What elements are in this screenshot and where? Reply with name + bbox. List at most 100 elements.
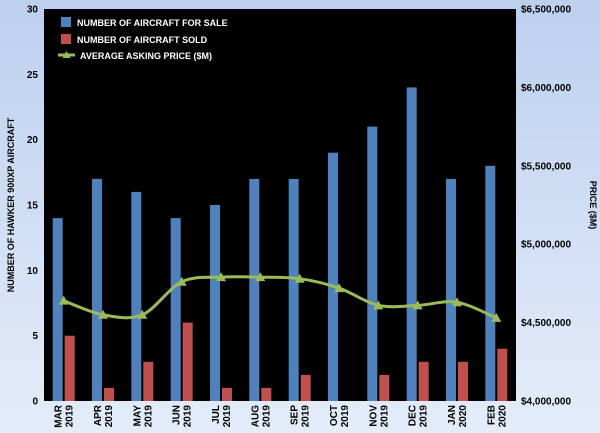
bar-for-sale-apr-2019 xyxy=(92,178,102,401)
bar-sold-feb-2020 xyxy=(497,348,508,401)
bar-sold-may-2019 xyxy=(143,361,154,401)
legend-swatch-for-sale xyxy=(61,17,71,27)
bar-sold-jan-2020 xyxy=(458,361,468,401)
price-marker-nov-2019 xyxy=(373,300,384,310)
left-tick-label: 10 xyxy=(27,266,39,277)
x-tick-month: JAN xyxy=(447,405,458,425)
left-tick-label: 30 xyxy=(27,5,39,16)
legend: NUMBER OF AIRCRAFT FOR SALE NUMBER OF AI… xyxy=(53,12,230,64)
x-tick-month: MAY xyxy=(132,405,143,427)
x-tick-year: 2019 xyxy=(222,405,233,428)
price-marker-jul-2019 xyxy=(216,272,226,282)
right-tick-label: $4,000,000 xyxy=(521,397,571,408)
x-tick-month: MAR xyxy=(54,404,65,428)
legend-label-for-sale: NUMBER OF AIRCRAFT FOR SALE xyxy=(77,18,228,28)
x-tick-month: JUN xyxy=(172,405,183,425)
bar-sold-jun-2019 xyxy=(182,322,193,401)
x-tick-year: 2020 xyxy=(497,405,508,428)
x-tick-mar-2019: MAR 2019 xyxy=(54,404,76,428)
price-marker-feb-2020 xyxy=(491,312,502,322)
x-tick-jun-2019: JUN 2019 xyxy=(172,405,194,428)
x-tick-year: 2019 xyxy=(104,405,115,428)
x-tick-year: 2019 xyxy=(379,405,390,428)
x-tick-month: OCT xyxy=(329,405,340,426)
right-axis-title: PRICE ($M) xyxy=(588,181,598,230)
price-marker-may-2019 xyxy=(137,309,148,319)
x-tick-apr-2019: APR 2019 xyxy=(93,404,115,427)
bar-for-sale-mar-2019 xyxy=(52,218,63,401)
bar-sold-mar-2019 xyxy=(64,335,75,401)
price-marker-jun-2019 xyxy=(176,276,187,286)
legend-marker-price xyxy=(62,51,71,58)
price-marker-jan-2020 xyxy=(452,297,462,307)
bar-for-sale-jan-2020 xyxy=(446,178,456,401)
bar-sold-jul-2019 xyxy=(222,387,232,401)
bar-sold-nov-2019 xyxy=(379,374,390,401)
x-tick-dec-2019: DEC 2019 xyxy=(408,405,430,428)
right-tick-label: $6,500,000 xyxy=(521,5,571,16)
bar-sold-apr-2019 xyxy=(104,387,114,401)
bar-sold-dec-2019 xyxy=(418,361,429,401)
x-axis-ticks: MAR 2019 APR 2019 MAY 2019 JUN 2019 JUL 2019 AUG 20… xyxy=(54,404,509,428)
left-tick-label: 15 xyxy=(27,201,39,212)
x-tick-jul-2019: JUL 2019 xyxy=(211,405,233,428)
bars-layer xyxy=(52,87,508,402)
x-tick-may-2019: MAY 2019 xyxy=(132,405,154,428)
legend-label-sold: NUMBER OF AIRCRAFT SOLD xyxy=(77,35,208,45)
x-tick-year: 2020 xyxy=(458,405,469,428)
bar-for-sale-dec-2019 xyxy=(406,87,417,402)
x-tick-year: 2019 xyxy=(301,405,312,428)
bar-for-sale-oct-2019 xyxy=(328,152,338,401)
price-marker-sep-2019 xyxy=(294,273,305,283)
x-tick-month: SEP xyxy=(290,405,301,425)
x-tick-feb-2020: FEB 2020 xyxy=(486,405,508,428)
x-tick-sep-2019: SEP 2019 xyxy=(290,405,312,428)
x-tick-year: 2019 xyxy=(261,405,272,428)
x-tick-jan-2020: JAN 2020 xyxy=(447,405,469,428)
x-tick-month: AUG xyxy=(250,405,261,427)
x-tick-year: 2019 xyxy=(340,405,351,428)
x-tick-month: DEC xyxy=(408,405,419,426)
price-marker-mar-2019 xyxy=(58,295,69,305)
left-tick-label: 25 xyxy=(27,70,39,81)
x-tick-month: NOV xyxy=(368,405,379,427)
price-marker-dec-2019 xyxy=(412,300,423,310)
x-tick-year: 2019 xyxy=(183,405,194,428)
bar-for-sale-jul-2019 xyxy=(210,205,220,401)
x-tick-year: 2019 xyxy=(419,405,430,428)
price-line-layer xyxy=(58,272,502,322)
right-tick-label: $5,500,000 xyxy=(521,161,571,172)
price-marker-aug-2019 xyxy=(255,272,266,282)
legend-box xyxy=(53,12,230,64)
legend-swatch-sold xyxy=(61,34,71,44)
bar-for-sale-sep-2019 xyxy=(288,178,299,401)
right-tick-label: $4,500,000 xyxy=(521,318,571,329)
x-tick-nov-2019: NOV 2019 xyxy=(368,405,390,428)
plot-area xyxy=(44,9,516,401)
x-tick-month: FEB xyxy=(486,405,497,425)
left-tick-label: 5 xyxy=(32,331,38,342)
x-tick-aug-2019: AUG 2019 xyxy=(250,405,272,428)
left-tick-label: 0 xyxy=(32,397,38,408)
left-tick-label: 20 xyxy=(27,135,39,146)
legend-label-price: AVERAGE ASKING PRICE ($M) xyxy=(80,51,212,61)
x-tick-year: 2019 xyxy=(65,405,76,428)
left-axis-title: NUMBER OF HAWKER 900XP AIRCRAFT xyxy=(6,117,16,292)
bar-for-sale-jun-2019 xyxy=(170,218,181,401)
right-tick-label: $5,000,000 xyxy=(521,240,571,251)
x-tick-month: JUL xyxy=(211,405,222,424)
price-marker-oct-2019 xyxy=(334,283,344,293)
x-tick-oct-2019: OCT 2019 xyxy=(329,405,351,428)
bar-for-sale-may-2019 xyxy=(131,191,142,401)
bar-for-sale-nov-2019 xyxy=(367,126,378,401)
right-axis-ticks: $4,000,000 $4,500,000 $5,000,000 $5,500,000… xyxy=(521,5,571,408)
x-tick-month: APR xyxy=(93,404,104,426)
bar-for-sale-feb-2020 xyxy=(485,165,496,401)
bar-sold-aug-2019 xyxy=(261,387,272,401)
right-tick-label: $6,000,000 xyxy=(521,83,571,94)
left-axis-ticks: 0 5 10 15 20 25 30 xyxy=(27,5,39,408)
bar-sold-sep-2019 xyxy=(300,374,311,401)
x-tick-year: 2019 xyxy=(143,405,154,428)
bar-for-sale-aug-2019 xyxy=(249,178,260,401)
